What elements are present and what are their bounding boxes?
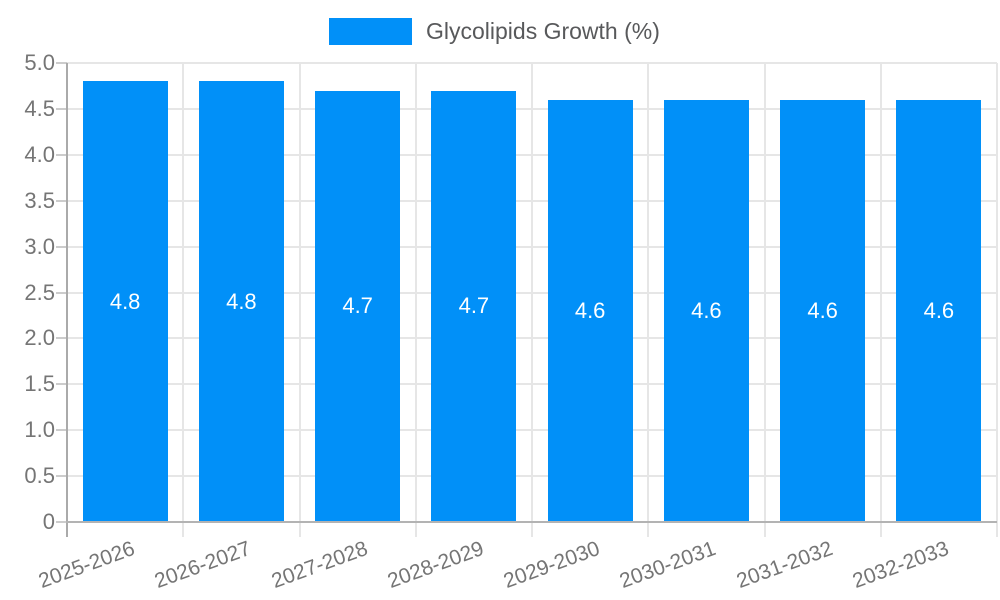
legend-label: Glycolipids Growth (%) [426,18,660,44]
y-axis-label: 4.0 [24,141,55,167]
bar-value-label: 4.8 [226,288,257,314]
bar [780,99,866,521]
legend-swatch [329,18,412,45]
y-axis-label: 3.0 [24,233,55,259]
bar [896,99,982,521]
y-axis-tick [56,199,67,202]
bar [82,81,168,521]
gridline-vertical [879,63,882,537]
y-axis-tick [56,429,67,432]
y-axis-tick [56,153,67,156]
gridline-vertical [182,63,185,537]
bar [198,81,284,521]
bar-value-label: 4.7 [342,293,373,319]
gridline-vertical [298,63,301,537]
y-axis-label: 0 [42,509,55,534]
bar-value-label: 4.7 [458,293,490,319]
bar [315,90,401,521]
bar [663,99,749,521]
legend: Glycolipids Growth (%) [329,18,660,45]
bar-value-label: 4.6 [923,297,955,323]
y-axis-label: 1.0 [24,417,55,443]
y-axis-label: 2.0 [24,325,55,351]
bar [431,90,517,521]
y-axis-label: 4.5 [24,95,55,121]
bar-value-label: 4.8 [109,288,141,314]
y-axis-label: 0.5 [24,463,55,489]
y-axis-line [66,63,68,537]
y-axis-label: 2.5 [24,279,55,305]
y-axis-label: 5.0 [24,50,55,75]
y-axis-tick [56,337,67,340]
y-axis-tick [56,291,67,294]
y-axis-tick [56,107,67,110]
gridline-vertical [763,63,766,537]
bar-value-label: 4.6 [807,297,838,323]
gridline-vertical [647,63,650,537]
bar-value-label: 4.6 [574,297,606,323]
y-axis-label: 3.5 [24,187,55,213]
gridline-vertical [996,63,998,537]
y-axis-tick [56,245,67,248]
x-axis-baseline [66,521,997,523]
y-axis-tick [56,521,67,523]
y-axis-tick [56,62,67,64]
bar-value-label: 4.6 [691,297,722,323]
bar [547,99,633,521]
y-axis-tick [56,383,67,386]
gridline-vertical [531,63,533,537]
y-axis-tick [56,475,67,478]
y-axis-label: 1.5 [24,371,55,397]
gridline-vertical [414,63,417,537]
